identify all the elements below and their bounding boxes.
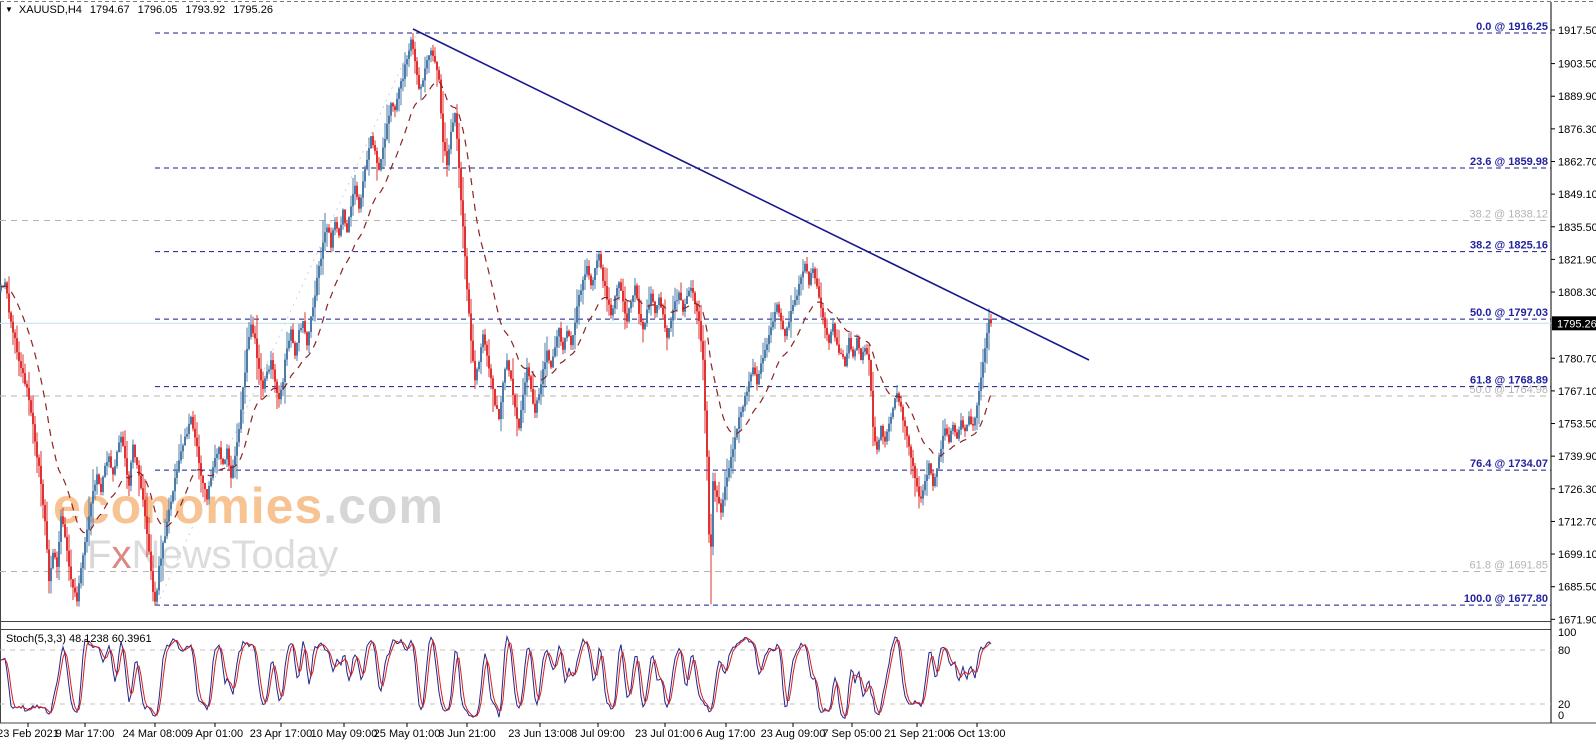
svg-text:23.6 @ 1859.98: 23.6 @ 1859.98 — [1470, 156, 1548, 168]
svg-text:1903.50: 1903.50 — [1558, 59, 1596, 71]
candles-layer — [0, 33, 992, 607]
stochastic-panel: 100 80 200 — [0, 627, 1576, 722]
svg-text:1808.30: 1808.30 — [1558, 287, 1596, 299]
svg-text:1671.90: 1671.90 — [1558, 614, 1596, 626]
svg-text:24 Mar 08:00: 24 Mar 08:00 — [123, 728, 188, 740]
svg-text:61.8 @ 1768.89: 61.8 @ 1768.89 — [1470, 375, 1548, 387]
stochastic-signal-line — [0, 637, 992, 718]
svg-text:1739.90: 1739.90 — [1558, 451, 1596, 463]
chart-frame — [0, 1, 1596, 724]
quote-low: 1793.92 — [185, 4, 226, 16]
svg-text:1699.10: 1699.10 — [1558, 549, 1596, 561]
fib-retracement-blue: 0.0 @ 1916.25 23.6 @ 1859.98 38.2 @ 1825.1… — [155, 21, 1551, 606]
svg-text:7 Sep 05:00: 7 Sep 05:00 — [822, 728, 881, 740]
descending-trend-line — [412, 28, 1090, 361]
moving-average-line — [1, 81, 992, 534]
svg-text:0.0 @ 1916.25: 0.0 @ 1916.25 — [1476, 21, 1548, 33]
svg-text:8 Jun 21:00: 8 Jun 21:00 — [438, 728, 496, 740]
svg-text:1767.10: 1767.10 — [1558, 386, 1596, 398]
svg-text:25 May 01:00: 25 May 01:00 — [374, 728, 441, 740]
svg-text:38.2 @ 1825.16: 38.2 @ 1825.16 — [1470, 240, 1548, 252]
svg-text:100.0 @ 1677.80: 100.0 @ 1677.80 — [1464, 593, 1548, 605]
stochastic-indicator-label: Stoch(5,3,3) 48.1238 60.3961 — [6, 633, 152, 645]
svg-text:23 Apr 17:00: 23 Apr 17:00 — [250, 728, 312, 740]
svg-text:6 Oct 13:00: 6 Oct 13:00 — [949, 728, 1006, 740]
current-price-box — [1552, 316, 1596, 331]
svg-text:6 Aug 17:00: 6 Aug 17:00 — [697, 728, 756, 740]
svg-text:1726.30: 1726.30 — [1558, 484, 1596, 496]
svg-text:61.8 @ 1691.85: 61.8 @ 1691.85 — [1470, 559, 1548, 571]
watermark-fx-x: x — [111, 533, 132, 577]
svg-text:23 Jun 13:00: 23 Jun 13:00 — [508, 728, 572, 740]
svg-text:23 Feb 2021: 23 Feb 2021 — [0, 728, 59, 740]
svg-text:23 Aug 09:00: 23 Aug 09:00 — [761, 728, 826, 740]
svg-text:1780.70: 1780.70 — [1558, 353, 1596, 365]
watermark-fx-f: F — [87, 533, 112, 577]
svg-text:1876.30: 1876.30 — [1558, 124, 1596, 136]
svg-text:1889.90: 1889.90 — [1558, 91, 1596, 103]
chart-title-bar: ▼ XAUUSD,H4 1794.67 1796.05 1793.92 1795… — [5, 4, 273, 16]
svg-text:9 Mar 17:00: 9 Mar 17:00 — [56, 728, 115, 740]
svg-text:1712.70: 1712.70 — [1558, 516, 1596, 528]
price-axis: 1917.50 1903.50 1889.90 1876.30 1862.70 1849.… — [1551, 25, 1596, 626]
watermark-fxnews-line: FxNewsToday — [87, 535, 444, 575]
svg-text:1835.50: 1835.50 — [1558, 222, 1596, 234]
svg-text:1795.26: 1795.26 — [1557, 318, 1596, 330]
svg-text:38.2 @ 1838.12: 38.2 @ 1838.12 — [1470, 208, 1548, 220]
svg-text:50.0 @ 1797.03: 50.0 @ 1797.03 — [1470, 307, 1548, 319]
quote-high: 1796.05 — [137, 4, 178, 16]
svg-text:80: 80 — [1558, 645, 1570, 657]
svg-text:1753.50: 1753.50 — [1558, 419, 1596, 431]
quote-open: 1794.67 — [89, 4, 130, 16]
symbol-label: XAUUSD,H4 — [18, 4, 82, 16]
svg-text:10 May 09:00: 10 May 09:00 — [311, 728, 378, 740]
svg-text:0: 0 — [1558, 710, 1564, 722]
svg-text:8 Jul 09:00: 8 Jul 09:00 — [571, 728, 625, 740]
svg-text:20: 20 — [1558, 699, 1570, 711]
svg-text:1862.70: 1862.70 — [1558, 156, 1596, 168]
stochastic-main-line — [0, 634, 992, 720]
symbol-dropdown-icon[interactable]: ▼ — [5, 5, 13, 14]
quote-close: 1795.26 — [233, 4, 273, 16]
svg-text:21 Sep 21:00: 21 Sep 21:00 — [884, 728, 949, 740]
svg-text:23 Jul 01:00: 23 Jul 01:00 — [635, 728, 695, 740]
svg-text:76.4 @ 1734.07: 76.4 @ 1734.07 — [1470, 458, 1548, 470]
svg-text:100: 100 — [1558, 627, 1576, 639]
svg-text:1821.90: 1821.90 — [1558, 254, 1596, 266]
svg-text:1849.10: 1849.10 — [1558, 189, 1596, 201]
svg-text:9 Apr 01:00: 9 Apr 01:00 — [187, 728, 243, 740]
watermark-domain: .com — [323, 478, 444, 534]
svg-text:1917.50: 1917.50 — [1558, 25, 1596, 37]
svg-text:1685.50: 1685.50 — [1558, 582, 1596, 594]
